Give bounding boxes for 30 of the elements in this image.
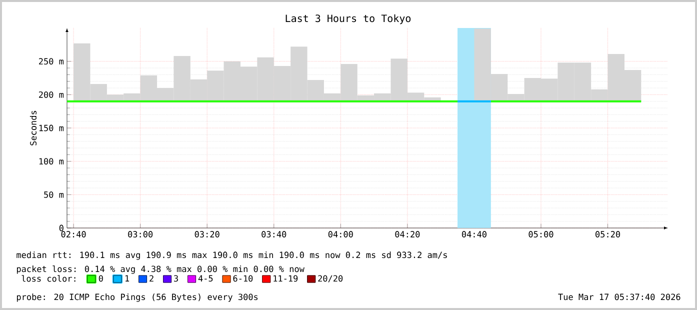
x-tick-label: 05:20 xyxy=(596,231,620,238)
chart-title: Last 3 Hours to Tokyo xyxy=(286,14,411,24)
x-tick-label: 03:40 xyxy=(262,231,286,238)
y-tick-label: 0 xyxy=(59,224,64,232)
text: median rtt: 190.1 ms avg 190.9 ms max 190.0 ms min 190.0 ms now 0.2 ms sd 933.2 am/s xyxy=(16,252,447,260)
y-axis-title: Seconds xyxy=(30,110,37,146)
legend-label: 2 xyxy=(150,275,154,282)
legend-label: 6-10 xyxy=(233,275,253,282)
legend-label: 4-5 xyxy=(198,275,213,282)
y-tick-label: 200 m xyxy=(39,91,64,98)
text: Tue Mar 17 05:37:40 2026 xyxy=(558,294,680,300)
x-tick-label: 04:20 xyxy=(395,231,420,238)
x-tick-label: 05:00 xyxy=(528,231,554,238)
y-tick-label: 150 m xyxy=(39,124,64,132)
legend-label: 3 xyxy=(174,275,178,282)
legend-title: loss color: xyxy=(22,275,76,282)
y-tick-label: 100 m xyxy=(39,158,64,165)
legend-label: 11-19 xyxy=(274,275,298,282)
legend-label: 20/20 xyxy=(318,275,343,282)
legend-label: 0 xyxy=(98,275,103,282)
y-tick-label: 250 m xyxy=(39,58,64,65)
x-tick-label: 02:40 xyxy=(61,231,86,238)
text: packet loss: 0.14 % avg 4.38 % max 0.00 % min 0.00 % now xyxy=(16,266,304,274)
x-tick-label: 04:00 xyxy=(328,231,353,238)
text: probe: 20 ICMP Echo Pings (56 Bytes) every 300s xyxy=(16,294,258,302)
x-tick-label: 03:00 xyxy=(128,231,153,238)
y-tick-label: 50 m xyxy=(44,191,64,198)
x-tick-label: 03:20 xyxy=(194,231,220,238)
x-tick-label: 04:40 xyxy=(462,231,486,238)
legend-label: 1 xyxy=(125,275,130,282)
